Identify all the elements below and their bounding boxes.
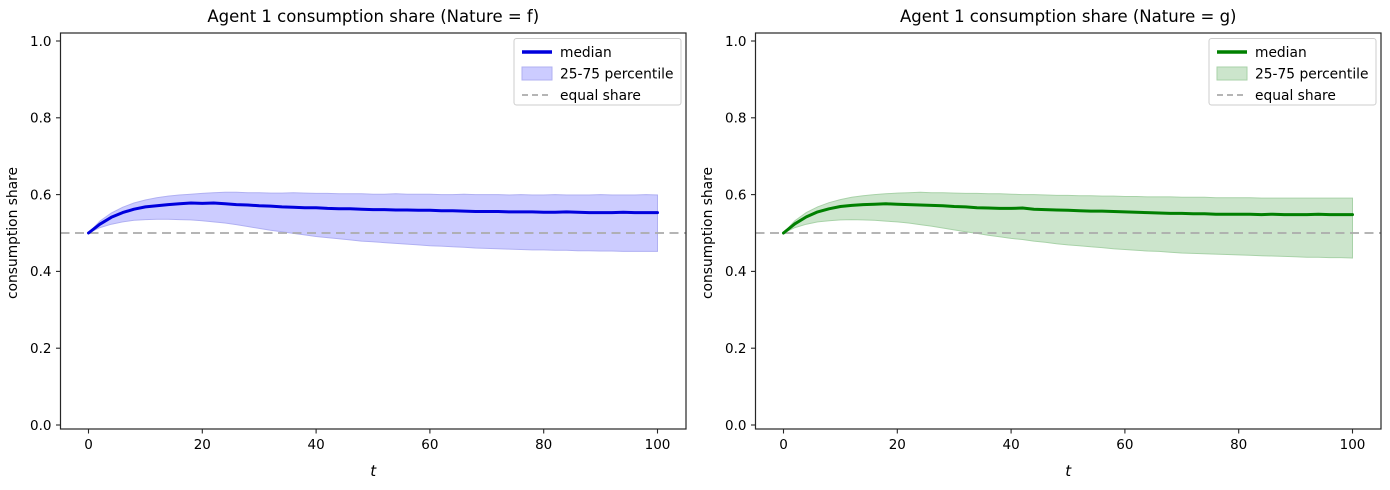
x-tick-label: 40	[308, 437, 325, 453]
y-tick-label: 0.4	[725, 264, 746, 280]
axes-frame	[754, 32, 1382, 430]
x-axis-label: t	[1065, 462, 1072, 480]
x-axis-label: t	[370, 462, 377, 480]
subplot-nature-g: 0 20 40 60 80 100 0.0 0.2 0.4 0.6 0.8 1.0 Agent 1 co…	[695, 0, 1390, 490]
x-tick-label: 100	[645, 437, 671, 453]
y-tick-label: 0.6	[30, 187, 51, 203]
legend-label: median	[560, 45, 612, 61]
x-tick-label: 80	[1230, 437, 1247, 453]
y-tick-label: 0.2	[30, 341, 51, 357]
y-tick-label: 1.0	[30, 34, 51, 50]
y-tick-label: 0.6	[725, 187, 746, 203]
y-tick-label: 0.8	[30, 111, 51, 127]
legend-box	[1208, 38, 1377, 106]
chart-nature-g: 0 20 40 60 80 100 0.0 0.2 0.4 0.6 0.8 1.0 Agent 1 co…	[700, 7, 1382, 480]
y-tick-label: 0.8	[725, 111, 746, 127]
legend-label: equal share	[1255, 88, 1336, 104]
legend-box	[513, 38, 682, 106]
legend-label: 25-75 percentile	[1255, 66, 1368, 82]
legend: median 25-75 percentile equal share	[1208, 38, 1377, 106]
subplot-nature-f: 0 20 40 60 80 100 0.0 0.2 0.4 0.6 0.8 1.0 Agent 1 co…	[5, 7, 687, 480]
axes-frame	[59, 32, 687, 430]
x-tick-label: 80	[535, 437, 552, 453]
legend-band-swatch	[521, 66, 553, 81]
x-tick-label: 20	[889, 437, 906, 453]
x-tick-label: 0	[84, 437, 93, 453]
percentile-band	[88, 191, 658, 252]
x-tick-label: 20	[194, 437, 211, 453]
chart-title: Agent 1 consumption share (Nature = f)	[207, 7, 539, 26]
median-line	[782, 202, 1354, 235]
median-line	[87, 201, 659, 235]
x-tick-label: 40	[1003, 437, 1020, 453]
y-tick-label: 0.4	[30, 264, 51, 280]
x-tick-label: 60	[421, 437, 438, 453]
y-tick-label: 0.0	[30, 418, 51, 434]
chart-nature-f: 0 20 40 60 80 100 0.0 0.2 0.4 0.6 0.8 1.0 Agent 1 co…	[5, 7, 687, 480]
y-axis-label: consumption share	[5, 167, 21, 299]
x-tick-label: 100	[1340, 437, 1366, 453]
legend-band-swatch	[1216, 66, 1248, 81]
y-axis-label: consumption share	[700, 167, 716, 299]
x-tick-label: 0	[779, 437, 788, 453]
percentile-band	[783, 191, 1353, 259]
y-tick-label: 1.0	[725, 34, 746, 50]
chart-title: Agent 1 consumption share (Nature = g)	[900, 7, 1237, 26]
legend: median 25-75 percentile equal share	[513, 38, 682, 106]
y-tick-label: 0.0	[725, 418, 746, 434]
x-tick-label: 60	[1116, 437, 1133, 453]
legend-label: 25-75 percentile	[560, 66, 673, 82]
y-tick-label: 0.2	[725, 341, 746, 357]
legend-label: equal share	[560, 88, 641, 104]
legend-label: median	[1255, 45, 1307, 61]
